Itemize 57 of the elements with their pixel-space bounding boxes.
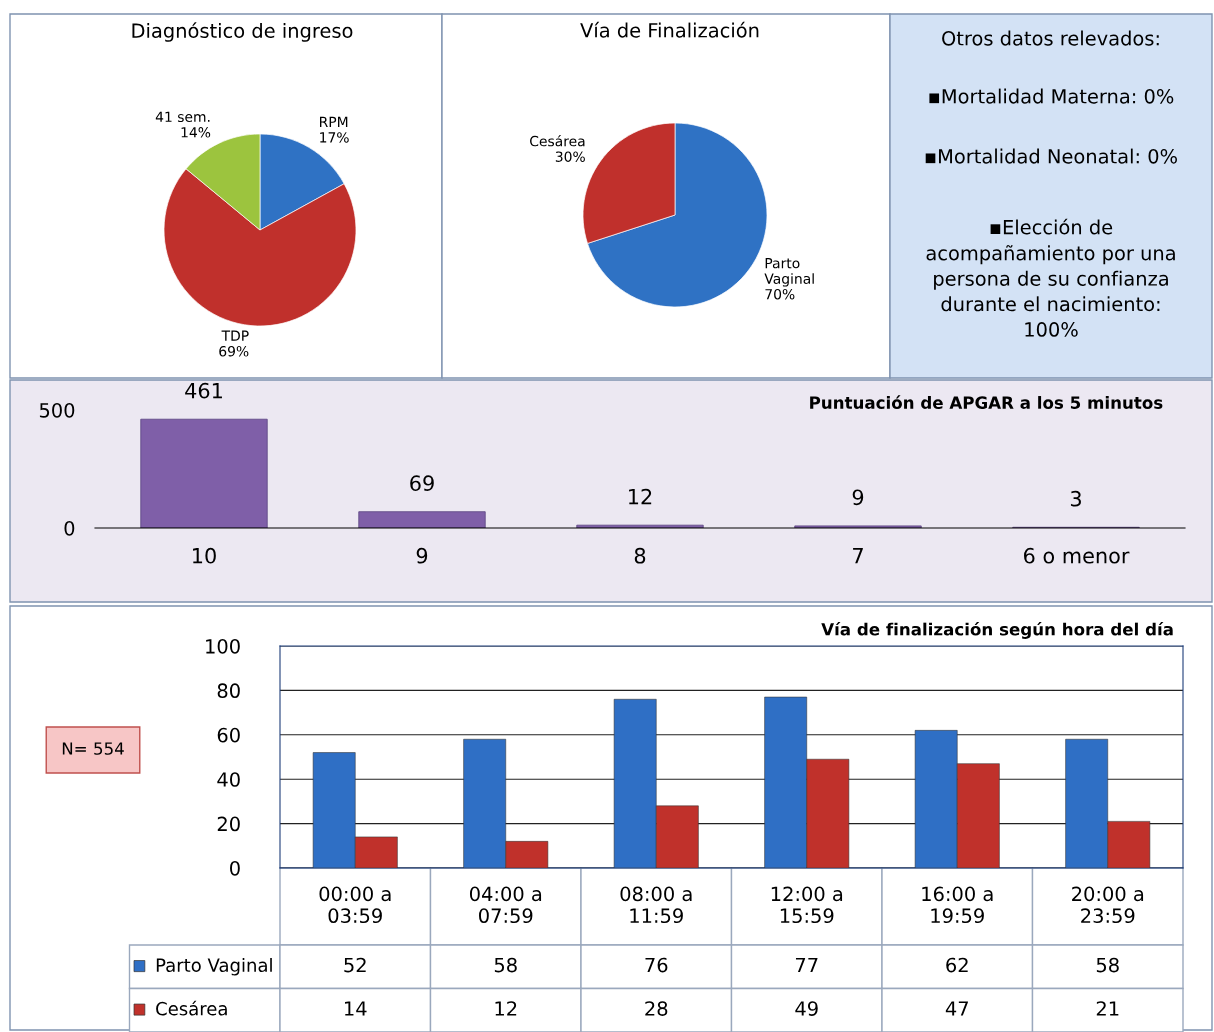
text: ▪Mortalidad Neonatal: 0%	[925, 148, 1177, 164]
x-tick-label: 7	[853, 548, 863, 564]
data-label: 58	[494, 957, 517, 973]
y-tick-label: 40	[217, 772, 240, 787]
slice-label: Parto Vaginal	[764, 258, 814, 287]
slice-label: RPM	[320, 116, 348, 127]
text: Otros datos relevados:	[942, 30, 1159, 46]
x-tick-label: 9	[416, 547, 428, 564]
data-label: 52	[344, 957, 366, 973]
text: ▪Mortalidad Materna: 0%	[929, 88, 1174, 104]
x-tick-label: 00:00 a 03:59	[319, 886, 391, 924]
data-label: 9	[852, 489, 864, 506]
x-tick-label: 08:00 a 11:59	[620, 886, 692, 924]
slice-label: TDP	[221, 330, 249, 341]
slice-label: 41 sem.	[155, 111, 210, 123]
legend-label: Cesárea	[156, 1000, 227, 1016]
data-label: 14	[345, 1001, 367, 1016]
data-label: 28	[645, 1001, 668, 1016]
chart-title: Puntuación de APGAR a los 5 minutos	[810, 395, 1163, 409]
data-label: 3	[1070, 490, 1081, 507]
slice-label: Cesárea	[530, 135, 585, 147]
x-tick-label: 12:00 a 15:59	[771, 886, 843, 924]
x-tick-label: 20:00 a 23:59	[1072, 886, 1144, 924]
chart-title: Vía de finalización según hora del día	[821, 622, 1173, 639]
data-label: 69	[410, 475, 434, 492]
x-tick-label: 8	[634, 547, 646, 564]
text: N= 554	[62, 742, 124, 755]
data-label: 17%	[320, 132, 349, 143]
data-label: 21	[1096, 1001, 1119, 1016]
data-label: 70%	[765, 288, 795, 300]
y-tick-label: 60	[217, 727, 240, 743]
y-tick-label: 500	[39, 402, 75, 418]
x-tick-label: 16:00 a 19:59	[922, 886, 993, 924]
data-label: 14%	[181, 127, 211, 138]
y-tick-label: 0	[64, 520, 75, 536]
y-tick-label: 80	[217, 683, 240, 699]
data-label: 76	[645, 957, 668, 973]
legend-label: Parto Vaginal	[156, 958, 272, 976]
x-tick-label: 04:00 a 07:59	[469, 886, 542, 924]
y-tick-label: 20	[217, 816, 240, 832]
data-label: 62	[946, 957, 968, 973]
x-tick-label: 6 o menor	[1024, 547, 1130, 564]
chart-title: Vía de Finalización	[580, 21, 759, 38]
data-label: 12	[629, 488, 652, 505]
x-tick-label: 10	[193, 547, 216, 564]
text: ▪Elección de acompañamiento por una persona de su confianza durante el nacimiento: 100%	[926, 218, 1175, 337]
data-label: 69%	[219, 345, 249, 357]
data-label: 49	[795, 1001, 818, 1016]
data-label: 12	[495, 1001, 517, 1016]
y-tick-label: 0	[230, 860, 240, 876]
data-label: 58	[1096, 957, 1119, 973]
y-tick-label: 100	[206, 638, 240, 654]
data-label: 77	[795, 957, 818, 973]
chart-title: Diagnóstico de ingreso	[132, 22, 353, 42]
data-label: 30%	[555, 151, 585, 162]
data-label: 461	[185, 382, 222, 399]
data-label: 47	[945, 1001, 968, 1016]
